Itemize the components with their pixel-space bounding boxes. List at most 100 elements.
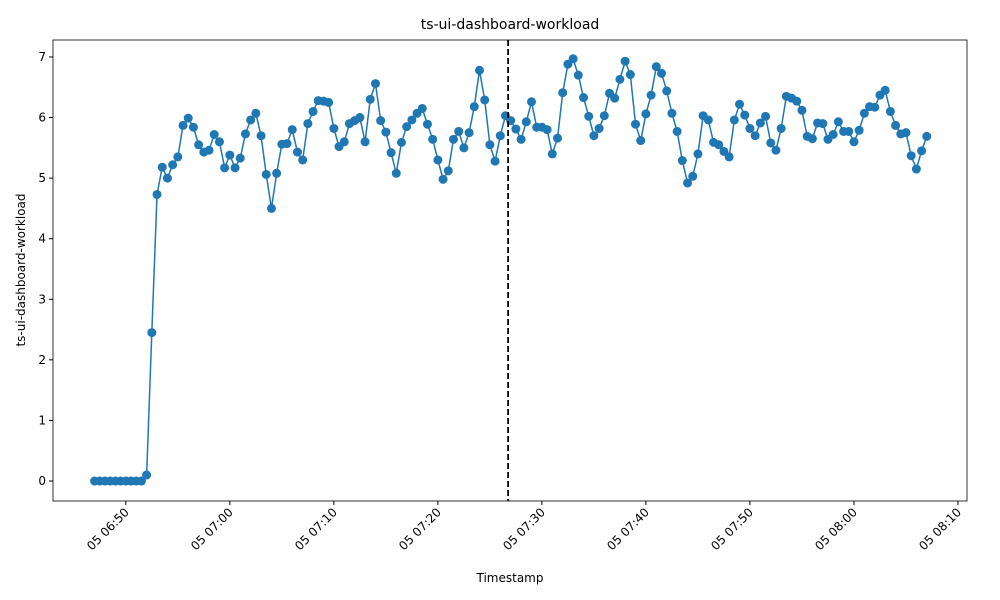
data-point xyxy=(818,119,828,129)
data-point xyxy=(303,119,313,129)
data-point xyxy=(797,105,807,115)
data-point xyxy=(402,122,412,132)
data-point xyxy=(266,203,276,213)
y-tick-label: 5 xyxy=(38,171,46,185)
data-point xyxy=(474,65,484,75)
data-point xyxy=(220,163,230,173)
data-point xyxy=(246,115,256,125)
data-point xyxy=(454,126,464,136)
x-tick-label: 05 07:00 xyxy=(188,505,236,553)
data-point xyxy=(859,108,869,118)
y-tick-label: 2 xyxy=(38,353,46,367)
data-point xyxy=(396,137,406,147)
data-point xyxy=(657,68,667,78)
data-point xyxy=(776,123,786,133)
data-point xyxy=(672,126,682,136)
data-point xyxy=(287,125,297,135)
data-point xyxy=(365,94,375,104)
data-point xyxy=(194,140,204,150)
data-point xyxy=(370,79,380,89)
data-point xyxy=(703,115,713,125)
data-point xyxy=(579,93,589,103)
data-point xyxy=(272,168,282,178)
y-tick-label: 0 xyxy=(38,474,46,488)
data-point xyxy=(204,145,214,155)
chart-title: ts-ui-dashboard-workload xyxy=(421,17,600,33)
data-point xyxy=(870,102,880,112)
data-point xyxy=(136,476,146,486)
data-point xyxy=(677,156,687,166)
data-point xyxy=(235,153,245,163)
data-point xyxy=(610,93,620,103)
data-point xyxy=(568,54,578,64)
data-point xyxy=(631,119,641,129)
data-point xyxy=(225,150,235,160)
data-point xyxy=(745,123,755,133)
data-point xyxy=(381,127,391,137)
data-point xyxy=(438,174,448,184)
data-point xyxy=(173,152,183,162)
data-point xyxy=(553,133,563,143)
data-point xyxy=(516,134,526,144)
data-point xyxy=(891,120,901,130)
data-point xyxy=(833,117,843,127)
data-point xyxy=(526,97,536,107)
data-point xyxy=(917,146,927,156)
data-point xyxy=(298,155,308,165)
data-point xyxy=(240,129,250,139)
data-point xyxy=(766,138,776,148)
data-point xyxy=(142,470,152,480)
data-point xyxy=(188,122,198,132)
data-point xyxy=(282,139,292,149)
data-point xyxy=(761,111,771,121)
y-tick-label: 1 xyxy=(38,413,46,427)
data-point xyxy=(662,86,672,96)
data-point xyxy=(584,111,594,121)
data-point xyxy=(683,178,693,188)
y-tick-label: 3 xyxy=(38,292,46,306)
x-tick-label: 05 07:10 xyxy=(292,505,340,553)
data-point xyxy=(168,160,178,170)
data-point xyxy=(542,125,552,135)
data-point xyxy=(152,189,162,199)
data-point xyxy=(688,171,698,181)
data-point xyxy=(750,131,760,141)
data-point xyxy=(755,118,765,128)
data-point xyxy=(646,90,656,100)
data-point xyxy=(807,134,817,144)
data-point xyxy=(256,131,266,141)
x-tick-label: 05 06:50 xyxy=(84,505,132,553)
data-point xyxy=(178,120,188,130)
data-point xyxy=(714,140,724,150)
plot-frame xyxy=(52,39,968,502)
data-point xyxy=(594,123,604,133)
data-point xyxy=(360,137,370,147)
data-point xyxy=(433,155,443,165)
data-point xyxy=(324,97,334,107)
data-point xyxy=(157,162,167,172)
data-point xyxy=(464,128,474,138)
data-point xyxy=(901,128,911,138)
data-point xyxy=(792,96,802,106)
data-point xyxy=(693,149,703,159)
data-point xyxy=(490,156,500,166)
x-tick-label: 05 07:40 xyxy=(604,505,652,553)
y-tick-label: 6 xyxy=(38,111,46,125)
y-tick-label: 4 xyxy=(38,232,46,246)
data-point xyxy=(386,148,396,158)
data-point xyxy=(735,99,745,109)
data-point xyxy=(495,131,505,141)
data-point xyxy=(511,124,521,134)
data-point xyxy=(885,106,895,116)
data-point xyxy=(407,115,417,125)
y-tick-label: 7 xyxy=(38,50,46,64)
data-point xyxy=(828,130,838,140)
data-point xyxy=(261,169,271,179)
data-point xyxy=(459,143,469,153)
data-point xyxy=(641,109,651,119)
data-point xyxy=(589,131,599,141)
data-point xyxy=(308,106,318,116)
x-tick-label: 05 07:20 xyxy=(396,505,444,553)
data-point xyxy=(573,70,583,80)
